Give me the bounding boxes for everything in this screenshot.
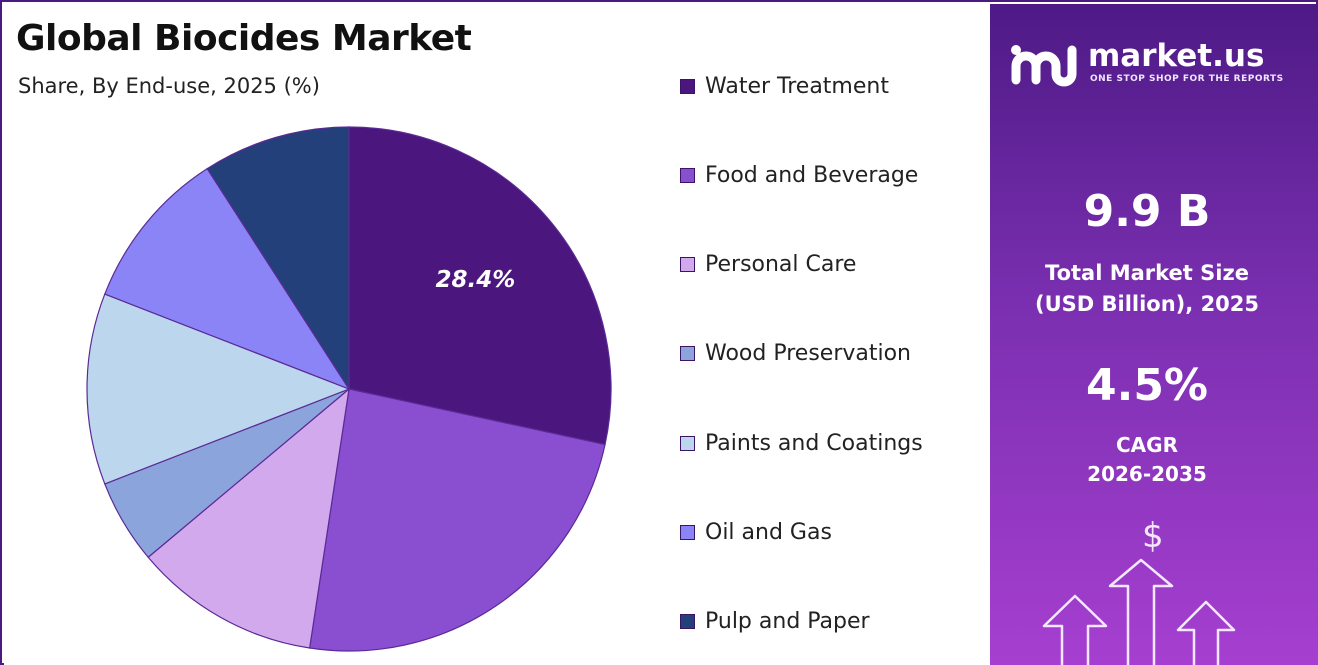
legend-item-food-and-beverage: Food and Beverage	[680, 157, 918, 193]
chart-subtitle: Share, By End-use, 2025 (%)	[18, 74, 320, 98]
legend-label: Food and Beverage	[705, 162, 919, 188]
legend-item-pulp-and-paper: Pulp and Paper	[680, 604, 870, 640]
logo-text: market.us	[1088, 38, 1265, 74]
legend-label: Water Treatment	[705, 73, 889, 99]
market-size-label-line1: Total Market Size	[1045, 261, 1249, 285]
cagr-value: 4.5%	[1085, 360, 1209, 411]
market-size-value: 9.9 B	[1083, 186, 1211, 237]
summary-panel: market.us ONE STOP SHOP FOR THE REPORTS …	[990, 4, 1318, 665]
legend-swatch	[680, 614, 695, 630]
pie-slice-paints-and-coatings	[86, 293, 351, 485]
pie-slice-personal-care	[147, 387, 350, 649]
legend-label: Oil and Gas	[705, 520, 832, 545]
market-us-logo: market.us ONE STOP SHOP FOR THE REPORTS	[1008, 38, 1308, 90]
logo-mark-icon	[1011, 45, 1077, 87]
pie-slice-oil-and-gas	[104, 167, 351, 391]
legend-swatch	[680, 257, 695, 273]
growth-arrows-icon	[1042, 558, 1236, 665]
legend-swatch	[680, 346, 695, 362]
legend-item-personal-care: Personal Care	[680, 247, 856, 283]
legend-swatch	[680, 525, 695, 540]
legend-item-oil-and-gas: Oil and Gas	[680, 515, 832, 551]
cagr-label-line1: CAGR	[1116, 433, 1178, 457]
pie-chart: 28.4%	[86, 126, 612, 652]
logo-tagline: ONE STOP SHOP FOR THE REPORTS	[1090, 74, 1284, 84]
legend-item-paints-and-coatings: Paints and Coatings	[680, 425, 923, 461]
legend-swatch	[680, 435, 695, 451]
pie-slice-water-treatment	[348, 126, 612, 446]
data-label-water-treatment: 28.4%	[436, 267, 516, 293]
pie-slice-food-and-beverage	[308, 388, 606, 652]
legend-item-wood-preservation: Wood Preservation	[680, 336, 911, 372]
dollar-icon: $	[1142, 516, 1164, 556]
pie-slice-pulp-and-paper	[206, 126, 350, 392]
legend-label: Paints and Coatings	[705, 430, 923, 456]
legend-swatch	[680, 78, 695, 94]
legend-label: Pulp and Paper	[705, 609, 870, 635]
legend-swatch	[680, 167, 695, 183]
market-size-label-line2: (USD Billion), 2025	[1034, 292, 1260, 316]
legend-label: Personal Care	[705, 252, 857, 278]
legend-label: Wood Preservation	[705, 341, 912, 367]
cagr-label-line2: 2026-2035	[1087, 462, 1207, 486]
chart-area: Global Biocides Market Share, By End-use…	[4, 4, 990, 665]
legend-item-water-treatment: Water Treatment	[680, 68, 889, 104]
chart-title: Global Biocides Market	[16, 18, 472, 59]
